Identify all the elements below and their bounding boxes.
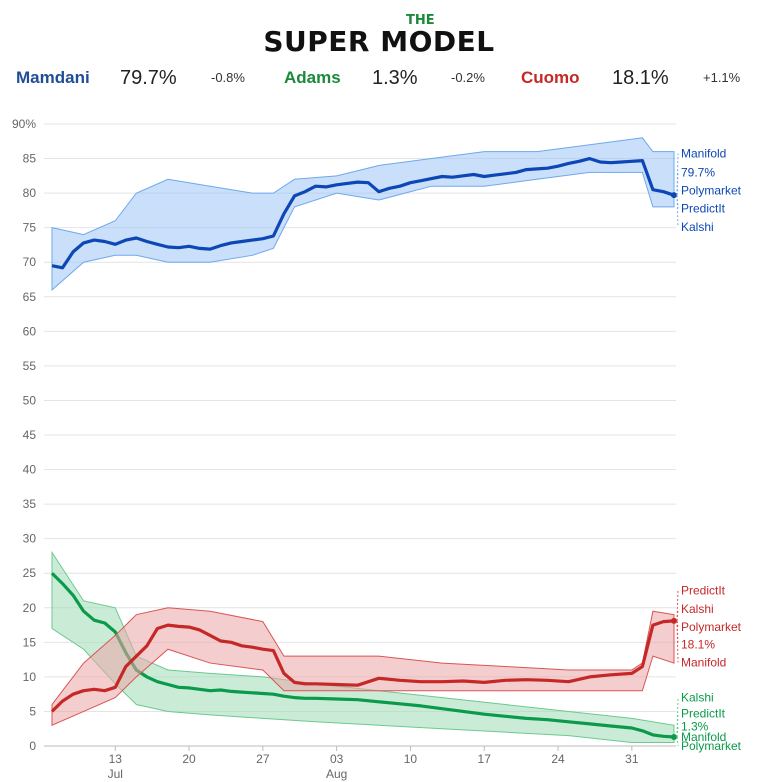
adams-end-label: Manifold xyxy=(681,730,726,744)
x-tick-label: 10 xyxy=(404,752,418,766)
y-tick-label: 75 xyxy=(23,221,37,235)
logo-the-text: THE xyxy=(406,13,435,28)
y-tick-label: 85 xyxy=(23,152,37,166)
y-tick-label: 15 xyxy=(23,635,37,649)
adams-label-leader xyxy=(676,713,679,738)
adams-label-leader xyxy=(676,697,679,738)
mamdani-label-leader xyxy=(676,172,679,196)
x-month-label: Jul xyxy=(108,767,123,781)
candidate-name-adams: Adams xyxy=(284,68,341,87)
cuomo-label-leader xyxy=(676,620,679,645)
mamdani-range-band xyxy=(51,137,675,291)
adams-label-leader xyxy=(676,726,679,738)
candidate-value-mamdani: 79.7% xyxy=(120,67,177,89)
adams-label-leader xyxy=(676,736,679,747)
logo: THE SUPER MODEL xyxy=(0,14,758,57)
y-tick-label: 70 xyxy=(23,255,37,269)
x-tick-label: 20 xyxy=(182,752,196,766)
candidate-value-cuomo: 18.1% xyxy=(612,67,669,89)
cuomo-end-point xyxy=(671,617,677,624)
mamdani-aggregate-line xyxy=(51,157,675,270)
y-tick-label: 35 xyxy=(23,497,37,511)
y-tick-label: 50 xyxy=(23,393,37,407)
x-tick-label: 13 xyxy=(109,752,123,766)
y-tick-label: 55 xyxy=(23,359,37,373)
x-tick-label: 31 xyxy=(625,752,639,766)
adams-end-label: Polymarket xyxy=(681,739,742,753)
cuomo-label-leader xyxy=(676,620,679,663)
y-tick-label: 20 xyxy=(23,601,37,615)
candidate-value-adams: 1.3% xyxy=(372,67,418,89)
cuomo-aggregate-line xyxy=(50,619,675,713)
cuomo-end-label: 18.1% xyxy=(681,637,715,651)
x-tick-label: 17 xyxy=(478,752,492,766)
mamdani-end-label: Manifold xyxy=(681,147,726,161)
candidate-change-adams: -0.2% xyxy=(451,70,485,85)
summary-bar: Mamdani 79.7% -0.8% Adams 1.3% -0.2% Cuo… xyxy=(0,67,758,94)
y-tick-label: 40 xyxy=(23,463,37,477)
mamdani-end-point xyxy=(671,192,677,199)
mamdani-end-label: Kalshi xyxy=(681,220,714,234)
x-tick-label: 24 xyxy=(551,752,565,766)
adams-end-point xyxy=(671,734,677,741)
adams-end-label: Kalshi xyxy=(681,691,714,705)
mamdani-end-label: 79.7% xyxy=(681,165,715,179)
x-tick-label: 27 xyxy=(256,752,270,766)
mamdani-label-leader xyxy=(676,190,679,196)
y-tick-label: 10 xyxy=(23,670,37,684)
x-tick-label: 03 xyxy=(330,752,344,766)
cuomo-end-label: Kalshi xyxy=(681,602,714,616)
y-tick-label: 65 xyxy=(23,290,37,304)
adams-end-label: 1.3% xyxy=(681,720,709,734)
y-tick-label: 90% xyxy=(12,117,36,131)
cuomo-end-label: PredictIt xyxy=(681,584,726,598)
logo-main-text: SUPER MODEL xyxy=(263,25,495,58)
candidate-name-mamdani: Mamdani xyxy=(16,68,90,87)
mamdani-end-label: Polymarket xyxy=(681,183,742,197)
candidate-change-mamdani: -0.8% xyxy=(211,70,245,85)
mamdani-end-label: PredictIt xyxy=(681,201,726,215)
y-tick-label: 80 xyxy=(23,186,37,200)
candidate-change-cuomo: +1.1% xyxy=(703,70,741,85)
cuomo-label-leader xyxy=(676,609,679,621)
x-month-label: Aug xyxy=(326,767,347,781)
cuomo-range-band xyxy=(51,607,675,727)
mamdani-label-leader xyxy=(676,195,679,227)
y-tick-label: 45 xyxy=(23,428,37,442)
adams-range-band xyxy=(51,550,675,744)
adams-end-label: PredictIt xyxy=(681,707,726,721)
y-tick-label: 60 xyxy=(23,324,37,338)
y-tick-label: 5 xyxy=(29,704,36,718)
y-tick-label: 30 xyxy=(23,532,37,546)
candidate-name-cuomo: Cuomo xyxy=(521,68,580,87)
y-tick-label: 25 xyxy=(23,566,37,580)
y-tick-label: 0 xyxy=(29,739,36,753)
cuomo-end-label: Manifold xyxy=(681,655,726,669)
cuomo-end-label: Polymarket xyxy=(681,620,742,634)
